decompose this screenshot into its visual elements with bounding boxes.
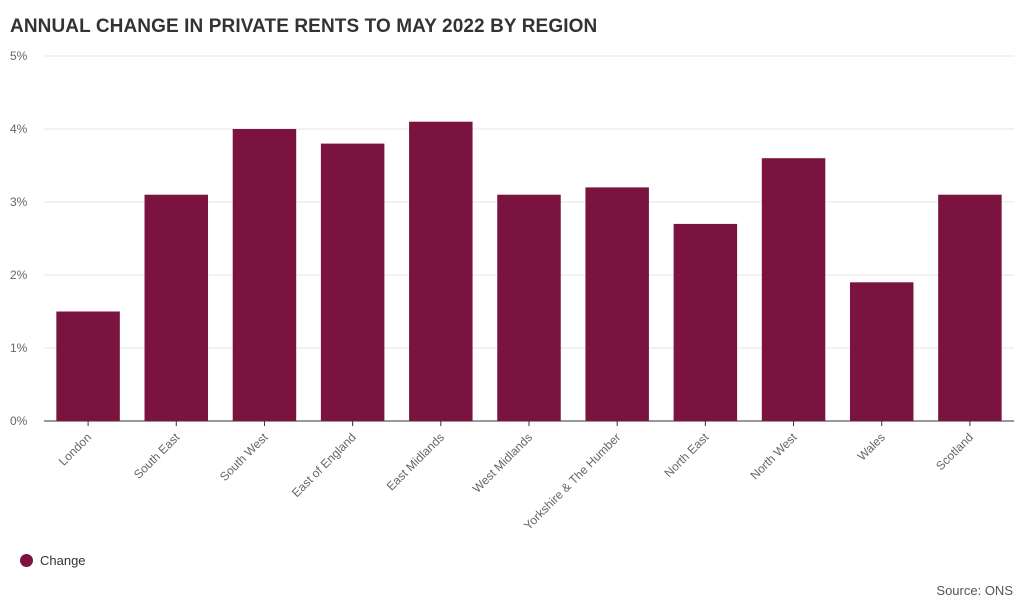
bar bbox=[761, 158, 826, 421]
legend-label-change: Change bbox=[40, 553, 86, 568]
x-tick-label: Scotland bbox=[933, 430, 976, 473]
y-tick-label: 1% bbox=[10, 341, 28, 355]
y-tick-label: 3% bbox=[10, 195, 28, 209]
x-tick-label: East of England bbox=[289, 430, 359, 500]
x-tick-label: South East bbox=[131, 430, 183, 482]
legend[interactable]: Change bbox=[20, 553, 86, 568]
y-tick-label: 2% bbox=[10, 268, 28, 282]
y-axis-tick-labels: 0% 1% 2% 3% 4% 5% bbox=[10, 49, 28, 428]
y-tick-label: 5% bbox=[10, 49, 28, 63]
bar bbox=[673, 223, 738, 421]
x-tick-label: Yorkshire & The Humber bbox=[521, 430, 623, 532]
x-axis-tick-labels: London South East South West East of Englan… bbox=[56, 421, 976, 533]
bar bbox=[849, 282, 914, 421]
bar bbox=[56, 311, 120, 421]
source-note: Source: ONS bbox=[936, 583, 1013, 598]
chart-title: ANNUAL CHANGE IN PRIVATE RENTS TO MAY 20… bbox=[10, 16, 598, 37]
x-tick-label: West Midlands bbox=[470, 430, 535, 495]
bar bbox=[409, 121, 473, 421]
y-tick-label: 4% bbox=[10, 122, 28, 136]
x-tick-label: North West bbox=[747, 430, 800, 483]
bar bbox=[144, 194, 209, 421]
legend-marker-change bbox=[20, 554, 33, 567]
bar bbox=[320, 143, 385, 421]
x-tick-label: North East bbox=[661, 430, 711, 480]
bar bbox=[938, 194, 1002, 421]
x-tick-label: East Midlands bbox=[384, 430, 447, 493]
x-tick-label: London bbox=[56, 430, 94, 468]
y-tick-label: 0% bbox=[10, 414, 28, 428]
bar bbox=[232, 129, 297, 421]
x-tick-label: South West bbox=[217, 430, 271, 484]
bar bbox=[585, 187, 649, 421]
x-tick-label: Wales bbox=[855, 430, 888, 463]
bars bbox=[56, 121, 1002, 421]
bar bbox=[497, 194, 561, 421]
